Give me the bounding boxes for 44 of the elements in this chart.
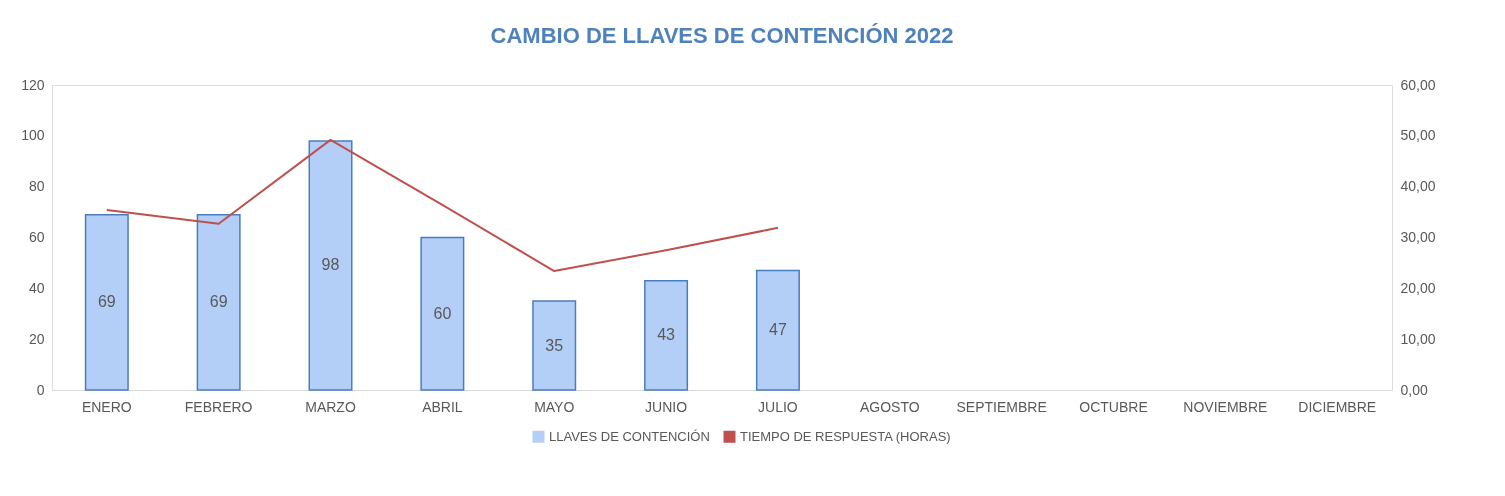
y-tick-label: 0 [36, 381, 45, 398]
bar [755, 269, 800, 391]
y2-tick-label: 40,00 [1400, 178, 1436, 195]
y-tick-label: 20 [28, 330, 45, 347]
data-label: 98 [321, 256, 340, 274]
y2-tick-label: 50,00 [1400, 127, 1436, 144]
bar [84, 213, 129, 391]
y2-tick-label: 0,00 [1400, 381, 1428, 398]
x-tick-label: NOVIEMBRE [1183, 398, 1268, 415]
x-tick-label: JULIO [758, 398, 798, 415]
data-label: 47 [769, 321, 787, 339]
line-series [105, 138, 779, 273]
x-tick-label: MAYO [534, 398, 575, 415]
bar [532, 300, 577, 391]
y2-tick-label: 60,00 [1400, 76, 1436, 93]
legend-label: LLAVES DE CONTENCIÓN [549, 428, 710, 444]
data-label: 69 [209, 293, 228, 311]
data-label: 43 [657, 326, 676, 344]
x-tick-label: AGOSTO [859, 398, 920, 415]
bar [196, 213, 241, 391]
data-label: 60 [433, 304, 452, 322]
y2-tick-label: 10,00 [1400, 330, 1436, 347]
x-tick-label: OCTUBRE [1079, 398, 1148, 415]
y-tick-label: 120 [21, 76, 45, 93]
x-tick-label: ENERO [81, 398, 132, 415]
y-tick-label: 60 [28, 229, 45, 245]
bar [420, 236, 465, 391]
data-label: 35 [545, 336, 564, 354]
x-tick-label: MARZO [305, 398, 356, 415]
bar [308, 140, 353, 391]
x-tick-label: FEBRERO [184, 398, 253, 415]
chart-title: CAMBIO DE LLAVES DE CONTENCIÓN 2022 [490, 23, 954, 48]
y-tick-label: 100 [21, 127, 45, 144]
y2-tick-label: 30,00 [1400, 229, 1436, 245]
bar [644, 279, 689, 391]
y2-tick-label: 20,00 [1400, 279, 1436, 296]
x-tick-label: JUNIO [645, 398, 688, 415]
x-tick-label: DICIEMBRE [1298, 398, 1377, 415]
data-label: 69 [97, 293, 116, 311]
x-tick-label: ABRIL [422, 398, 463, 415]
y-tick-label: 40 [28, 279, 45, 296]
legend-label: TIEMPO DE RESPUESTA (HORAS) [740, 428, 951, 444]
x-tick-label: SEPTIEMBRE [956, 398, 1047, 415]
y-tick-label: 80 [28, 178, 45, 195]
